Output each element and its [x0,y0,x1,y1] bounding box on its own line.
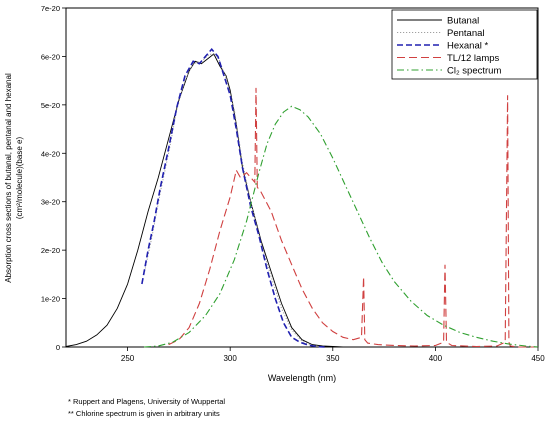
legend-label-1: Pentanal [447,28,485,39]
y-tick-label: 7e-20 [41,4,60,13]
series-line-1 [143,53,313,346]
x-tick-label: 350 [326,354,340,363]
legend-label-0: Butanal [447,16,479,27]
legend-label-3: TL/12 lamps [447,53,500,64]
y-tick-label: 6e-20 [41,52,60,61]
y-axis-label-line-2: (cm²/molecule)(base e) [15,137,24,220]
series-line-0 [65,53,344,348]
footnote-chlorine: ** Chlorine spectrum is given in arbitra… [68,409,220,418]
series-line-4 [143,105,539,348]
x-tick-label: 450 [531,354,545,363]
y-tick-label: 2e-20 [41,246,60,255]
axis-ticks: 250 300 350 400 450 0 1e-20 2e-20 3e-20 4e-20 5e-2… [41,4,545,363]
x-tick-label: 400 [429,354,443,363]
series-line-2 [141,47,325,348]
y-tick-label: 0 [56,343,60,352]
y-tick-label: 1e-20 [41,295,60,304]
legend-label-4: Cl₂ spectrum [447,66,501,77]
legend-label-2: Hexanal * [447,41,488,52]
x-tick-label: 250 [121,354,135,363]
series-line-3 [168,87,538,348]
plot-frame [65,7,539,348]
y-tick-label: 5e-20 [41,101,60,110]
x-axis-label: Wavelength (nm) [268,373,336,383]
y-tick-label: 4e-20 [41,149,60,158]
legend-box [391,9,538,80]
y-axis-label-line-1: Absorption cross sections of butanal, pe… [4,73,13,283]
footnote-source: * Ruppert and Plagens, University of Wup… [68,397,226,406]
y-tick-label: 3e-20 [41,198,60,207]
series-layer [65,47,539,348]
x-tick-label: 300 [223,354,237,363]
